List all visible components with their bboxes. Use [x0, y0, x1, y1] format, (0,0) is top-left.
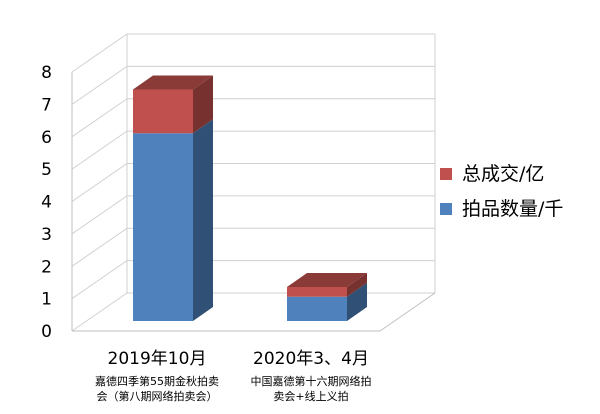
floor-right-edge	[379, 292, 436, 332]
legend-label: 拍品数量/千	[462, 198, 563, 220]
legend-swatch	[440, 168, 452, 180]
gridline-wall	[71, 163, 128, 202]
x-category-label: 2019年10月	[108, 349, 207, 369]
gridline-wall	[71, 195, 128, 235]
x-category-label: 2020年3、4月	[253, 349, 369, 369]
bar-side-1-0	[193, 75, 213, 134]
gridline-wall	[71, 292, 128, 332]
y-tick-labels: 0 1 2 3 4 5 6 7 8	[41, 63, 52, 342]
gridline-wall	[71, 227, 128, 267]
y-tick-label: 1	[41, 290, 52, 310]
y-tick-label: 6	[41, 128, 52, 148]
legend-swatch	[440, 203, 452, 215]
x-category-subtitle: 嘉德四季第55期金秋拍卖	[95, 374, 219, 388]
bar-side-0-1	[347, 282, 367, 321]
y-tick-label: 8	[41, 63, 52, 83]
y-tick-label: 0	[41, 322, 52, 342]
bar-top-1	[287, 273, 367, 288]
bar-front-0-1	[287, 296, 347, 321]
x-category-subtitle: 会（第八期网络拍卖会）	[97, 389, 218, 403]
grid-lines	[71, 33, 436, 332]
gridline-wall	[71, 33, 128, 73]
x-category-subtitle: 卖会+线上义拍	[273, 389, 348, 403]
y-tick-label: 7	[41, 95, 52, 115]
y-tick-label: 3	[41, 225, 52, 245]
bar-top-0	[133, 75, 213, 90]
bar-side-1-1	[347, 273, 367, 297]
bar-front-1-0	[133, 89, 193, 134]
legend-label: 总成交/亿	[462, 163, 544, 185]
x-category-subtitle: 中国嘉德第十六期网络拍	[251, 374, 372, 388]
bar-front-1-1	[287, 287, 347, 297]
gridline-wall	[71, 98, 128, 138]
bar-side-0-0	[193, 119, 213, 321]
axes	[71, 72, 436, 332]
bar-front-0-0	[133, 133, 193, 321]
bars	[133, 75, 367, 321]
y-tick-label: 5	[41, 160, 52, 180]
y-tick-label: 4	[41, 193, 52, 213]
y-tick-label: 2	[41, 257, 52, 277]
gridline-wall	[71, 65, 128, 105]
gridline-wall	[71, 130, 128, 170]
gridline-wall	[71, 260, 128, 300]
